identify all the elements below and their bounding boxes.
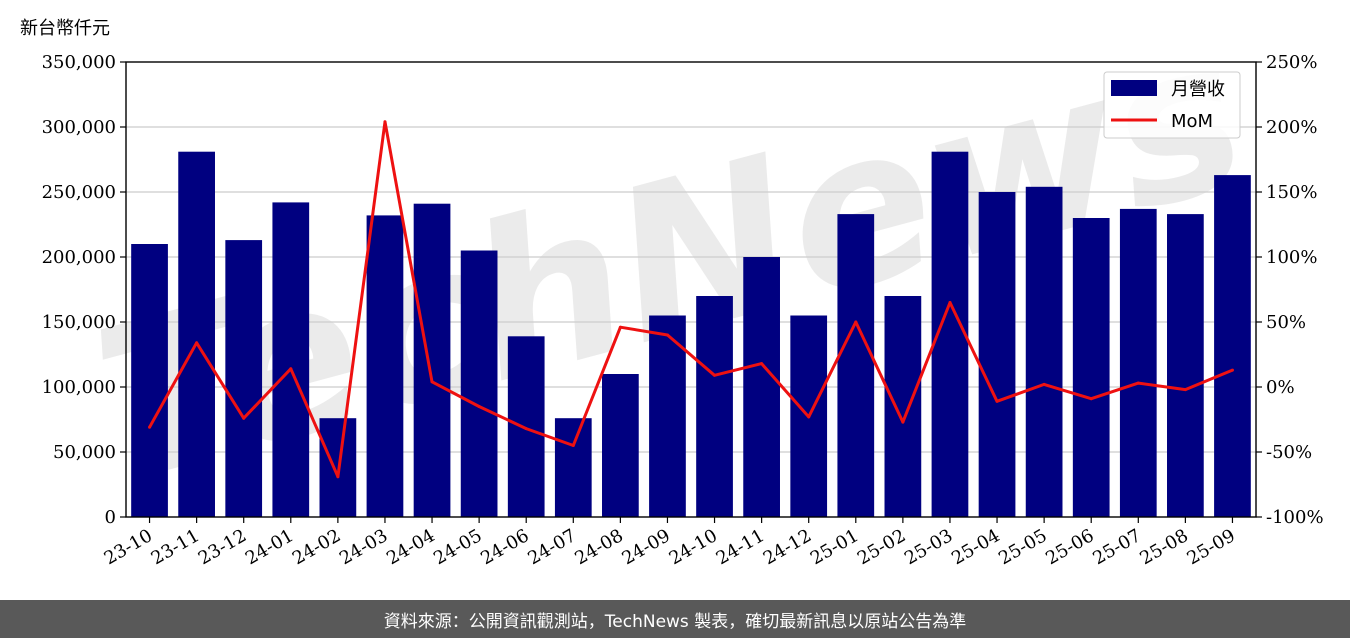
mom-point: [242, 416, 246, 420]
y-left-tick-label: 100,000: [42, 377, 116, 398]
revenue-bar: [272, 202, 310, 517]
x-tick-label: 24-04: [383, 525, 438, 569]
legend-label-mom: MoM: [1171, 111, 1213, 132]
x-tick-label: 25-07: [1089, 525, 1144, 569]
revenue-bar: [1119, 208, 1157, 517]
x-tick-label: 25-01: [807, 525, 862, 569]
x-tick-label: 24-03: [336, 525, 391, 569]
mom-point: [1230, 368, 1234, 372]
mom-point: [807, 415, 811, 419]
x-tick-label: 25-06: [1042, 525, 1097, 569]
y-left-tick-label: 150,000: [42, 312, 116, 333]
x-tick-label: 25-02: [854, 525, 909, 569]
revenue-bar: [696, 296, 733, 517]
revenue-bar: [1214, 175, 1251, 517]
mom-point: [760, 362, 764, 366]
x-tick-label: 23-10: [101, 525, 156, 569]
y-left-tick-label: 300,000: [42, 117, 116, 138]
legend: 月營收 MoM: [1103, 71, 1241, 139]
x-tick-label: 24-11: [713, 525, 768, 569]
revenue-bar: [837, 214, 875, 517]
revenue-bar: [554, 418, 592, 517]
mom-line: [148, 120, 1234, 479]
x-tick-label: 24-06: [477, 525, 532, 569]
mom-point: [854, 320, 858, 324]
revenue-bar: [1025, 186, 1063, 518]
revenue-bar: [1167, 214, 1204, 517]
revenue-bar: [602, 374, 639, 517]
mom-point: [477, 405, 481, 408]
revenue-bars: [131, 151, 1251, 518]
mom-point: [901, 420, 905, 424]
mom-point: [1089, 397, 1093, 401]
plot-frame: [125, 61, 1257, 518]
revenue-bar: [649, 315, 686, 517]
mom-point: [618, 325, 622, 329]
y-right-tick-label: 250%: [1266, 52, 1317, 73]
revenue-bar: [178, 151, 215, 517]
revenue-bar: [225, 240, 263, 517]
mom-point: [289, 367, 293, 371]
legend-swatch-revenue: [1111, 80, 1157, 96]
x-tick-label: 24-01: [242, 525, 297, 569]
revenue-bar: [978, 192, 1016, 517]
x-tick-label: 24-12: [760, 525, 815, 569]
mom-point: [1042, 382, 1046, 386]
mom-point: [1136, 381, 1140, 385]
x-tick-label: 25-08: [1136, 525, 1191, 569]
revenue-bar: [413, 203, 451, 517]
source-footer: 資料來源：公開資訊觀測站，TechNews 製表，確切最新訊息以原站公告為準: [0, 600, 1350, 638]
x-tick-label: 24-09: [619, 525, 674, 569]
mom-point: [1183, 388, 1187, 392]
y-unit-label: 新台幣仟元: [20, 18, 110, 39]
x-tick-label: 25-03: [901, 525, 956, 569]
mom-point: [430, 380, 434, 384]
y-right-tick-label: 0%: [1266, 377, 1295, 398]
mom-point: [524, 427, 528, 431]
mom-point: [383, 120, 387, 124]
revenue-chart: TechNews 新台幣仟元 050,000100,000150,000200,…: [20, 0, 1324, 569]
revenue-bar: [460, 250, 498, 517]
x-tick-label: 23-12: [195, 525, 250, 569]
y-right-tick-label: 150%: [1266, 182, 1317, 203]
legend-label-revenue: 月營收: [1171, 79, 1225, 100]
x-tick-label: 25-04: [948, 525, 1003, 569]
x-tick-label: 25-09: [1184, 525, 1239, 569]
y-left-tick-label: 0: [105, 507, 116, 528]
mom-point: [336, 475, 340, 479]
revenue-bar: [1072, 218, 1110, 517]
x-tick-label: 24-02: [289, 525, 344, 569]
mom-point: [995, 399, 999, 403]
y-left-tick-label: 200,000: [42, 247, 116, 268]
revenue-bar: [507, 336, 545, 517]
mom-point: [665, 333, 669, 337]
mom-point: [713, 373, 717, 377]
y-right-tick-label: -100%: [1266, 507, 1324, 528]
x-tick-label: 25-05: [995, 525, 1050, 569]
grid-lines: [126, 126, 1256, 453]
mom-line-layer: [148, 120, 1234, 479]
y-right-tick-label: 100%: [1266, 247, 1317, 268]
y-right-tick-label: -50%: [1266, 442, 1312, 463]
x-tick-label: 24-05: [430, 525, 485, 569]
mom-point: [948, 301, 952, 304]
x-tick-label: 24-08: [571, 525, 626, 569]
y-left-tick-label: 250,000: [42, 182, 116, 203]
y-left-tick-label: 350,000: [42, 52, 116, 73]
revenue-bar: [743, 257, 780, 517]
x-tick-label: 23-11: [148, 525, 203, 569]
mom-point: [571, 444, 575, 447]
revenue-bar: [131, 244, 168, 517]
x-tick-label: 24-07: [524, 525, 579, 569]
x-tick-label: 24-10: [666, 525, 721, 569]
y-right-tick-label: 200%: [1266, 117, 1317, 138]
mom-point: [195, 341, 199, 345]
mom-point: [148, 425, 152, 429]
revenue-bar: [884, 296, 922, 517]
y-right-tick-label: 50%: [1266, 312, 1306, 333]
y-left-tick-label: 50,000: [53, 442, 116, 463]
revenue-bar: [366, 215, 404, 517]
